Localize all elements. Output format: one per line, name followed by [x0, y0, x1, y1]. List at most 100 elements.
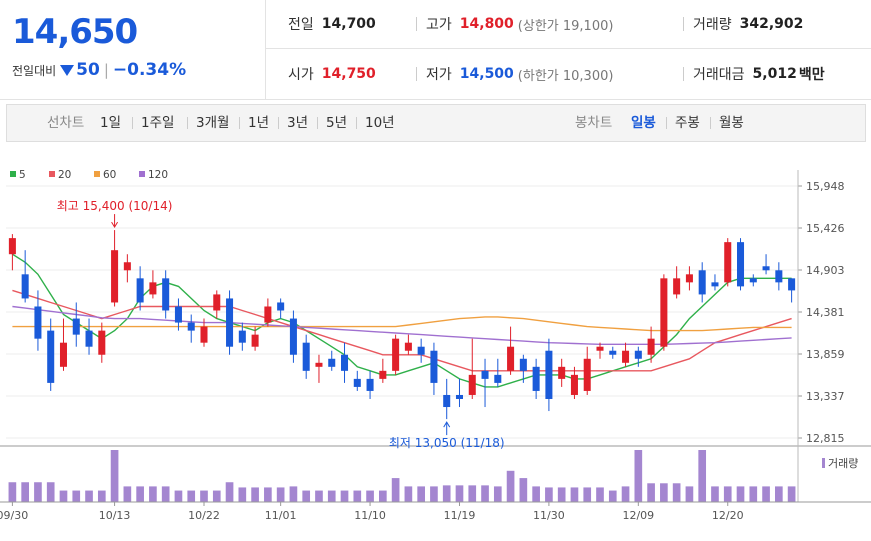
x-tick-label: 11/10: [354, 509, 386, 522]
volume-bar: [59, 490, 68, 502]
candle-body: [570, 374, 578, 395]
x-tick-label: 10/22: [188, 509, 220, 522]
candle: [685, 266, 693, 291]
open-cell: 시가 14,750: [288, 50, 376, 98]
candle: [762, 254, 770, 275]
volume-bar: [366, 490, 374, 502]
candle: [34, 290, 42, 351]
volume-bar: [187, 490, 196, 502]
candle: [111, 230, 119, 307]
candle: [455, 378, 463, 408]
volume-bar: [711, 486, 719, 502]
change-percent: −0.34%: [112, 60, 187, 80]
volume-bar: [685, 486, 694, 502]
down-triangle-icon: [60, 64, 75, 76]
volume-chart: 거래량: [0, 450, 871, 503]
volume-bar: [302, 490, 311, 502]
y-tick-label: 13,859: [806, 348, 845, 361]
candle: [596, 342, 604, 359]
candle-body: [59, 342, 67, 367]
ma-line-5: [12, 253, 792, 388]
candle: [149, 270, 157, 299]
volume-bar: [493, 486, 502, 502]
volume-bar: [289, 486, 298, 502]
y-tick-label: 12,815: [806, 432, 845, 445]
candle: [494, 358, 502, 387]
y-tick-label: 15,426: [806, 222, 845, 235]
stock-candlestick-chart[interactable]: 5 20 60 120 15,94815,42614,90314,38113,8591…: [0, 160, 871, 541]
open-label: 시가: [288, 67, 314, 83]
candle: [532, 358, 540, 399]
volume-bar: [660, 483, 668, 502]
volume-bar: [391, 478, 400, 502]
candle: [647, 326, 655, 363]
candle-weekly-button[interactable]: 주봉: [675, 115, 700, 131]
candle: [583, 346, 591, 395]
candle: [443, 378, 451, 420]
candle: [353, 370, 361, 391]
volume-bar: [276, 487, 285, 502]
period-1d-button[interactable]: 1일: [100, 115, 122, 131]
candle-body: [136, 278, 144, 303]
period-3m-button[interactable]: 3개월: [196, 115, 230, 131]
period-3y-button[interactable]: 3년: [287, 115, 309, 131]
candle: [519, 354, 527, 383]
volume-bar: [634, 450, 643, 502]
volume-bar: [46, 482, 55, 502]
candle-body: [596, 346, 604, 351]
chart-period-bar: 선차트 1일 1주일 3개월 1년 3년 5년 10년 봉차트 일봉 주봉 월봉: [6, 104, 866, 142]
chart-legend: 5 20 60 120: [10, 169, 168, 181]
volume-bar: [315, 490, 323, 502]
candle-body: [289, 318, 297, 355]
candle-body: [647, 338, 655, 355]
volume-bar: [264, 487, 272, 502]
lower-limit: (하한가 10,300): [517, 68, 614, 84]
volume-bar: [787, 486, 796, 502]
candle: [98, 322, 106, 363]
candle-body: [481, 370, 489, 379]
volume-label: 거래량: [693, 17, 732, 33]
legend-swatch-60: [94, 171, 100, 177]
volume-bar: [404, 486, 413, 502]
volume-bar: [353, 490, 362, 502]
period-divider: [132, 117, 133, 129]
volume-bar: [379, 490, 387, 502]
candle-body: [673, 278, 681, 295]
candle-body: [238, 330, 246, 343]
cell-divider: [683, 17, 684, 31]
candle-body: [404, 342, 412, 351]
current-price: 14,650: [12, 12, 138, 52]
high-cell: 고가 14,800 (상한가 19,100): [426, 0, 613, 48]
candle: [392, 334, 400, 375]
candle-monthly-button[interactable]: 월봉: [719, 115, 744, 131]
candle-daily-button[interactable]: 일봉: [631, 115, 656, 131]
change-row: 전일대비 50 | −0.34%: [12, 60, 186, 80]
candle: [59, 318, 67, 371]
candle: [85, 318, 93, 355]
candle: [341, 342, 349, 383]
y-axis: 15,948 15,426 14,903 14,381 13,859 13,337 12,8…: [797, 170, 845, 502]
candle: [251, 326, 259, 351]
low-annotation: 최저 13,050 (11/18): [389, 436, 505, 450]
candle: [289, 310, 297, 363]
candle-body: [341, 354, 349, 371]
volume-bar: [775, 486, 783, 502]
low-value: 14,500: [459, 66, 514, 82]
candle: [238, 322, 246, 351]
candle-body: [430, 350, 438, 383]
candle-body: [622, 350, 630, 363]
candle-body: [277, 302, 285, 311]
period-10y-button[interactable]: 10년: [365, 115, 395, 131]
candle: [660, 274, 668, 351]
moving-average-lines: [12, 253, 792, 388]
volume-bar: [123, 486, 132, 502]
candle-body: [443, 394, 451, 408]
period-5y-button[interactable]: 5년: [326, 115, 348, 131]
change-divider: |: [103, 61, 109, 79]
prev-close-value: 14,700: [321, 16, 376, 32]
prev-close-cell: 전일 14,700: [288, 0, 376, 48]
period-1w-button[interactable]: 1주일: [141, 115, 175, 131]
upper-limit: (상한가 19,100): [517, 18, 614, 34]
candle: [328, 350, 336, 371]
period-1y-button[interactable]: 1년: [248, 115, 270, 131]
